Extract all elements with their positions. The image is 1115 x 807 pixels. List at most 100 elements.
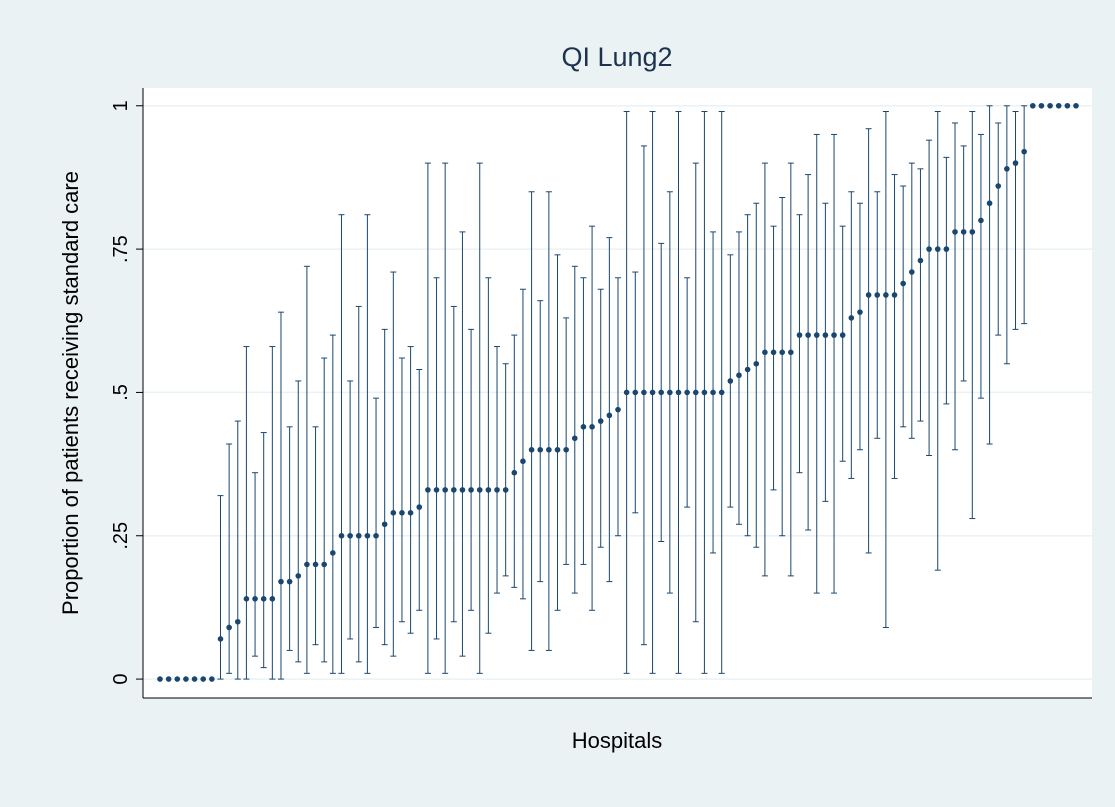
point [537, 446, 544, 453]
point [157, 676, 163, 682]
point [684, 389, 690, 396]
point [865, 292, 872, 298]
point [762, 349, 768, 356]
point [770, 349, 777, 356]
point [546, 446, 552, 453]
point [718, 389, 725, 396]
point [874, 292, 881, 298]
error-bar [761, 162, 768, 577]
error-bar [252, 472, 259, 657]
error-bar [615, 277, 621, 537]
point [1064, 102, 1071, 109]
point [589, 424, 595, 430]
error-bar [960, 145, 967, 382]
error-bar [433, 277, 440, 640]
point [753, 360, 760, 367]
error-bar [450, 305, 457, 623]
y-tick-label: .5 [110, 384, 132, 401]
error-bar [502, 363, 509, 577]
error-bar [347, 380, 354, 640]
point [1029, 102, 1036, 109]
point [960, 229, 967, 235]
point [891, 292, 898, 298]
error-bar [398, 357, 405, 623]
point [373, 532, 379, 539]
chart-title: QI Lung2 [561, 42, 672, 72]
error-bar [1003, 105, 1010, 365]
error-bar [321, 357, 328, 663]
point [822, 332, 829, 338]
error-bar [995, 122, 1002, 336]
error-bar [407, 346, 414, 634]
point [736, 372, 742, 379]
error-bar [303, 265, 310, 674]
error-bar [926, 139, 933, 456]
point [330, 550, 336, 556]
point [451, 487, 457, 493]
point [252, 596, 258, 602]
point [900, 280, 906, 287]
marks [157, 102, 1079, 682]
error-bar [571, 265, 578, 594]
point [1004, 166, 1010, 172]
error-bar [744, 214, 751, 537]
error-bar [580, 277, 587, 565]
point [978, 217, 984, 224]
error-bar [640, 145, 647, 646]
error-bar [260, 432, 267, 669]
point [321, 561, 327, 568]
error-bar [424, 162, 431, 674]
point [857, 309, 863, 315]
point [969, 229, 976, 235]
point [295, 573, 302, 579]
error-bar [442, 162, 449, 674]
error-bar [796, 214, 803, 474]
error-bar [943, 156, 950, 405]
point [494, 487, 500, 493]
error-bar [468, 328, 475, 611]
point [511, 469, 518, 476]
point [468, 487, 474, 493]
error-bar [338, 214, 345, 674]
error-bar [295, 380, 302, 663]
point [1047, 102, 1053, 109]
point [234, 618, 241, 625]
point [597, 418, 604, 424]
point [934, 246, 941, 252]
error-bar [917, 168, 924, 422]
point [641, 389, 647, 396]
point [563, 446, 569, 453]
error-bar [373, 397, 380, 628]
error-bar [226, 443, 233, 674]
error-bar [312, 426, 319, 646]
point [667, 389, 673, 396]
point [381, 521, 388, 528]
point [442, 487, 448, 493]
error-bar [848, 191, 855, 479]
error-bar [934, 111, 941, 571]
error-bar [554, 254, 561, 611]
point [883, 292, 889, 298]
point [286, 578, 293, 585]
point [269, 596, 276, 602]
point [831, 332, 837, 338]
error-bar [537, 300, 544, 583]
point [623, 389, 630, 396]
point [805, 332, 811, 338]
point [399, 510, 405, 516]
point [606, 412, 613, 419]
error-bar [243, 346, 250, 680]
error-bar [234, 420, 241, 680]
point [675, 389, 682, 396]
error-bar [511, 334, 518, 588]
point [304, 561, 310, 568]
point [788, 349, 794, 356]
error-bar [390, 271, 397, 657]
error-bar [969, 111, 976, 520]
point [347, 532, 353, 539]
error-bar [519, 288, 526, 600]
point [995, 183, 1002, 189]
point [191, 676, 198, 682]
error-bar [476, 162, 483, 674]
